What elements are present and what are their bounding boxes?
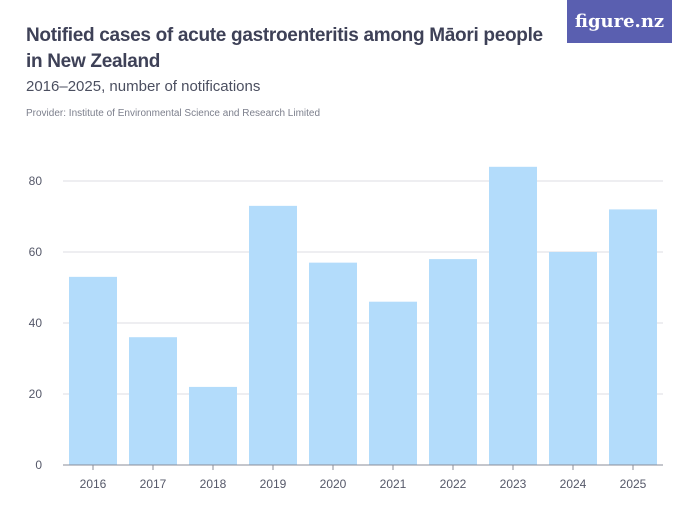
data-provider: Provider: Institute of Environmental Sci… [26, 108, 321, 119]
y-tick-label: 80 [29, 174, 43, 188]
bars [69, 166, 657, 466]
bar-2021[interactable] [369, 301, 417, 465]
x-tick-label: 2016 [80, 477, 107, 491]
y-tick-label: 20 [29, 387, 43, 401]
bar-2019[interactable] [249, 205, 297, 465]
bar-2017[interactable] [129, 337, 177, 465]
x-tick-label: 2021 [380, 477, 407, 491]
x-tick-label: 2019 [260, 477, 287, 491]
x-tick-label: 2022 [440, 477, 467, 491]
x-tick-label: 2018 [200, 477, 227, 491]
bar-2018[interactable] [189, 386, 237, 465]
bar-2025[interactable] [609, 209, 657, 465]
chart-title: Notified cases of acute gastroenteritis … [26, 25, 543, 72]
bar-2023[interactable] [489, 166, 537, 466]
y-tick-label: 0 [35, 458, 42, 472]
bar-2016[interactable] [69, 276, 117, 465]
x-tick-label: 2020 [320, 477, 347, 491]
x-tick-label: 2025 [620, 477, 647, 491]
chart-subtitle: 2016–2025, number of notifications [26, 78, 261, 95]
x-tick-label: 2017 [140, 477, 167, 491]
logo-text: figure.nz [574, 11, 665, 32]
y-tick-label: 60 [29, 245, 43, 259]
bar-2022[interactable] [429, 259, 477, 465]
figure-nz-logo[interactable]: figure.nz [567, 0, 672, 43]
x-tick-label: 2024 [560, 477, 587, 491]
x-tick-label: 2023 [500, 477, 527, 491]
bar-2020[interactable] [309, 262, 357, 465]
bar-2024[interactable] [549, 252, 597, 465]
axes: 0 20 40 60 80 2016 2017 2018 2019 2020 2021 2022 202… [29, 174, 663, 491]
y-tick-label: 40 [29, 316, 43, 330]
